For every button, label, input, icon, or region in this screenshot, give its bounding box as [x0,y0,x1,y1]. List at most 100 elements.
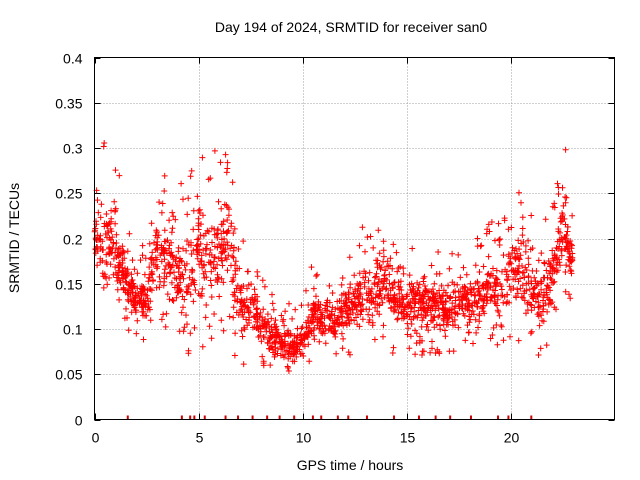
data-point [106,244,113,251]
data-point [100,246,107,253]
data-point [254,298,261,305]
data-point [237,299,244,306]
data-point [208,268,215,275]
data-point [490,324,497,331]
data-point [395,309,402,316]
data-point [559,238,566,245]
data-point [113,231,120,238]
data-point [313,273,320,279]
data-point [168,249,175,256]
data-point [469,308,476,314]
data-point [274,330,281,337]
data-point [398,287,405,293]
data-point [264,311,271,318]
data-point [333,350,340,357]
data-point [328,308,335,315]
data-point [515,278,522,285]
data-point [221,201,228,208]
data-point [431,291,437,298]
data-point [271,321,278,328]
data-point [147,298,154,305]
y-tick-label: 0.1 [63,322,83,338]
data-point [272,317,279,324]
data-point [232,271,239,278]
data-point [285,355,292,362]
data-point [190,226,197,233]
data-point [476,312,483,319]
data-point [216,293,223,300]
data-point [411,293,418,300]
data-point [230,274,237,281]
data-point [156,199,163,206]
data-point [544,283,551,290]
data-point [557,215,564,222]
data-point [353,306,360,313]
data-point [410,283,417,290]
data-point [368,299,375,306]
data-point [391,299,398,306]
data-point [408,321,415,327]
data-point [158,209,165,216]
data-point [567,295,574,302]
data-point [289,338,296,345]
data-point [519,232,526,239]
data-point [262,316,269,322]
data-point [94,262,101,269]
data-point [165,262,172,269]
data-point [529,295,536,302]
data-point [146,274,153,281]
data-point [310,318,317,325]
data-point [108,236,114,243]
data-point [487,335,494,342]
data-point [338,307,345,314]
data-point [474,235,481,242]
data-point [500,299,507,306]
data-point [369,312,376,319]
data-point [346,291,352,298]
data-point [241,324,247,331]
data-point [541,292,548,299]
data-point [220,327,227,334]
data-point [166,296,173,303]
data-point [138,301,145,308]
data-point [123,305,129,312]
data-point [561,246,568,252]
data-point [365,285,372,292]
data-point [218,221,225,228]
data-point [230,314,237,321]
data-point [365,311,372,318]
data-point [396,297,403,303]
data-point [445,282,451,289]
data-point [137,257,144,264]
data-point [454,311,461,318]
data-point [488,293,495,300]
data-point [512,267,519,274]
data-point [303,287,309,294]
data-point [310,285,317,292]
data-point [451,309,458,316]
data-point [498,323,505,330]
data-point [428,262,435,269]
data-point [241,297,248,304]
data-point [549,299,556,306]
data-point [269,291,275,298]
data-point [493,267,500,274]
data-point [294,325,301,332]
data-point [537,345,544,352]
data-point [249,324,256,331]
data-point [187,330,194,337]
data-point [320,328,327,335]
data-point [435,249,442,255]
data-point [161,247,168,254]
data-point [292,306,299,313]
data-point [459,285,466,292]
data-point [281,322,288,329]
data-point [366,269,373,276]
data-point [480,303,487,309]
data-point [385,291,392,298]
data-point [389,265,396,272]
data-point [173,294,180,301]
data-point [359,296,366,302]
data-point [525,273,532,280]
data-point [253,318,259,325]
